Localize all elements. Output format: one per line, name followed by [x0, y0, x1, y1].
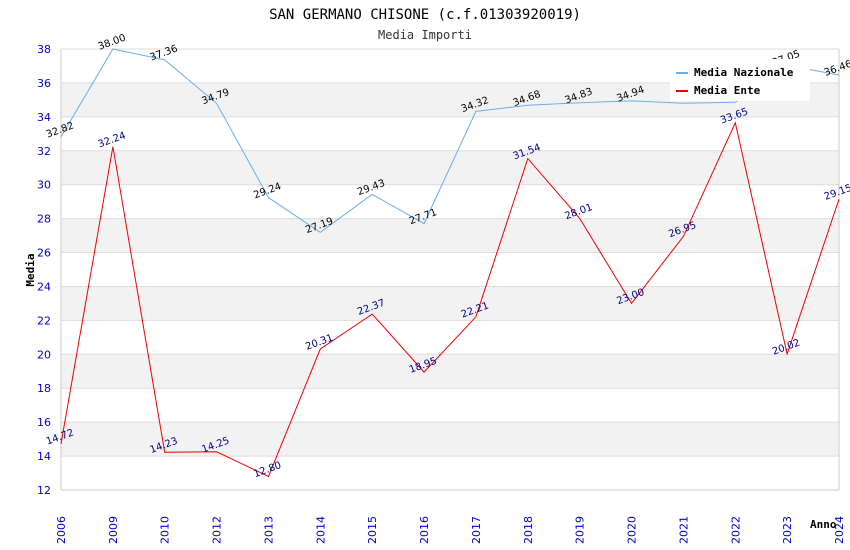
- x-tick-label: 2016: [418, 516, 431, 544]
- x-tick-label: 2021: [677, 516, 690, 544]
- data-label-ente: 29.15: [823, 183, 850, 203]
- x-tick-label: 2017: [470, 516, 483, 544]
- x-tick-label: 2010: [159, 516, 172, 544]
- y-tick-label: 32: [37, 145, 51, 158]
- grid-band: [61, 286, 839, 321]
- x-tick-label: 2015: [366, 516, 379, 544]
- x-axis-title: Anno: [810, 518, 837, 531]
- x-tick-label: 2024: [833, 516, 846, 544]
- grid-band: [61, 354, 839, 389]
- y-tick-label: 28: [37, 213, 51, 226]
- grid-bands: [61, 82, 839, 457]
- legend-label-nazionale: Media Nazionale: [694, 66, 794, 79]
- legend-box: [670, 59, 810, 101]
- y-tick-label: 12: [37, 484, 51, 497]
- y-tick-label: 36: [37, 77, 51, 90]
- data-label-nazionale: 37.36: [149, 43, 180, 63]
- y-tick-label: 18: [37, 382, 51, 395]
- y-tick-label: 26: [37, 247, 51, 260]
- legend: Media Nazionale Media Ente: [670, 59, 810, 101]
- y-tick-label: 30: [37, 179, 51, 192]
- y-tick-label: 22: [37, 314, 51, 327]
- data-label-ente: 12.80: [252, 460, 283, 480]
- axes: [60, 49, 840, 491]
- y-axis-title: Media: [24, 253, 37, 286]
- series-lines: [60, 48, 840, 478]
- x-tick-label: 2019: [574, 516, 587, 544]
- y-tick-label: 14: [37, 450, 51, 463]
- y-tick-label: 34: [37, 111, 51, 124]
- x-tick-label: 2020: [626, 516, 639, 544]
- x-tick-label: 2023: [781, 516, 794, 544]
- chart-subtitle: Media Importi: [378, 28, 472, 42]
- x-tick-label: 2013: [262, 516, 275, 544]
- x-tick-label: 2012: [211, 516, 224, 544]
- grid-lines: [61, 48, 839, 491]
- x-tick-label: 2022: [729, 516, 742, 544]
- chart-title: SAN GERMANO CHISONE (c.f.01303920019): [269, 7, 581, 23]
- y-tick-label: 20: [37, 348, 51, 361]
- series-line-nazionale: [60, 48, 840, 234]
- series-line-ente: [60, 121, 840, 478]
- data-label-ente: 32.24: [97, 130, 128, 150]
- legend-label-ente: Media Ente: [694, 84, 761, 97]
- grid-band: [61, 422, 839, 457]
- grid-band: [61, 218, 839, 253]
- y-tick-label: 24: [37, 280, 51, 293]
- x-tick-label: 2009: [107, 516, 120, 544]
- x-tick-labels: 2006 2009 2010 2012 2013 2014 2015 2016 2017 2018…: [55, 516, 846, 544]
- x-tick-label: 2018: [522, 516, 535, 544]
- y-tick-labels: 12 14 16 18 20 22 24 26 28 30 32 34 36 38: [37, 43, 51, 497]
- data-label-nazionale: 36.46: [823, 59, 850, 79]
- x-tick-label: 2006: [55, 516, 68, 544]
- y-tick-label: 16: [37, 416, 51, 429]
- y-tick-label: 38: [37, 43, 51, 56]
- x-tick-label: 2014: [314, 516, 327, 544]
